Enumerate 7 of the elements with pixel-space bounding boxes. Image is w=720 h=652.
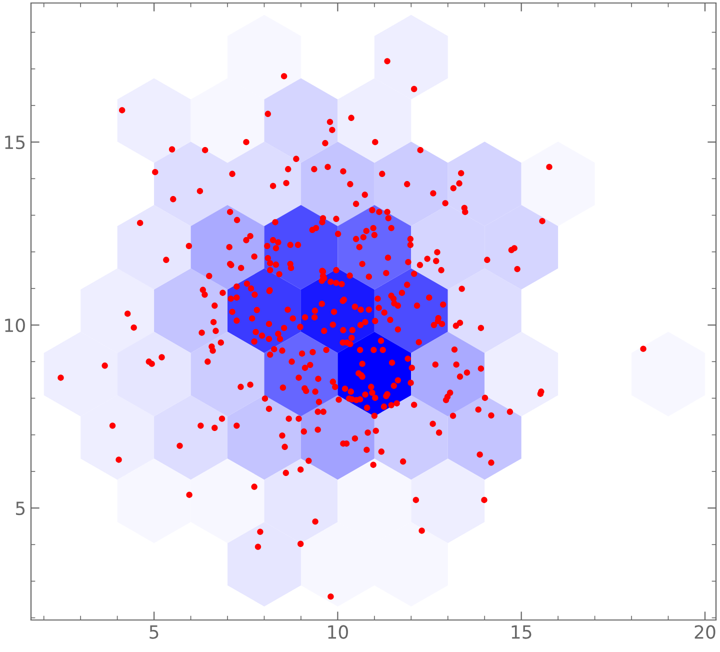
y-tick-label: 15: [5, 136, 25, 150]
x-tick-label: 10: [328, 625, 348, 639]
x-tick-label: 15: [512, 625, 532, 639]
y-tick-label: 5: [16, 502, 25, 516]
x-tick-label: 5: [150, 625, 158, 639]
x-tick-label: 20: [694, 625, 716, 639]
y-tick-label: 10: [5, 318, 25, 332]
